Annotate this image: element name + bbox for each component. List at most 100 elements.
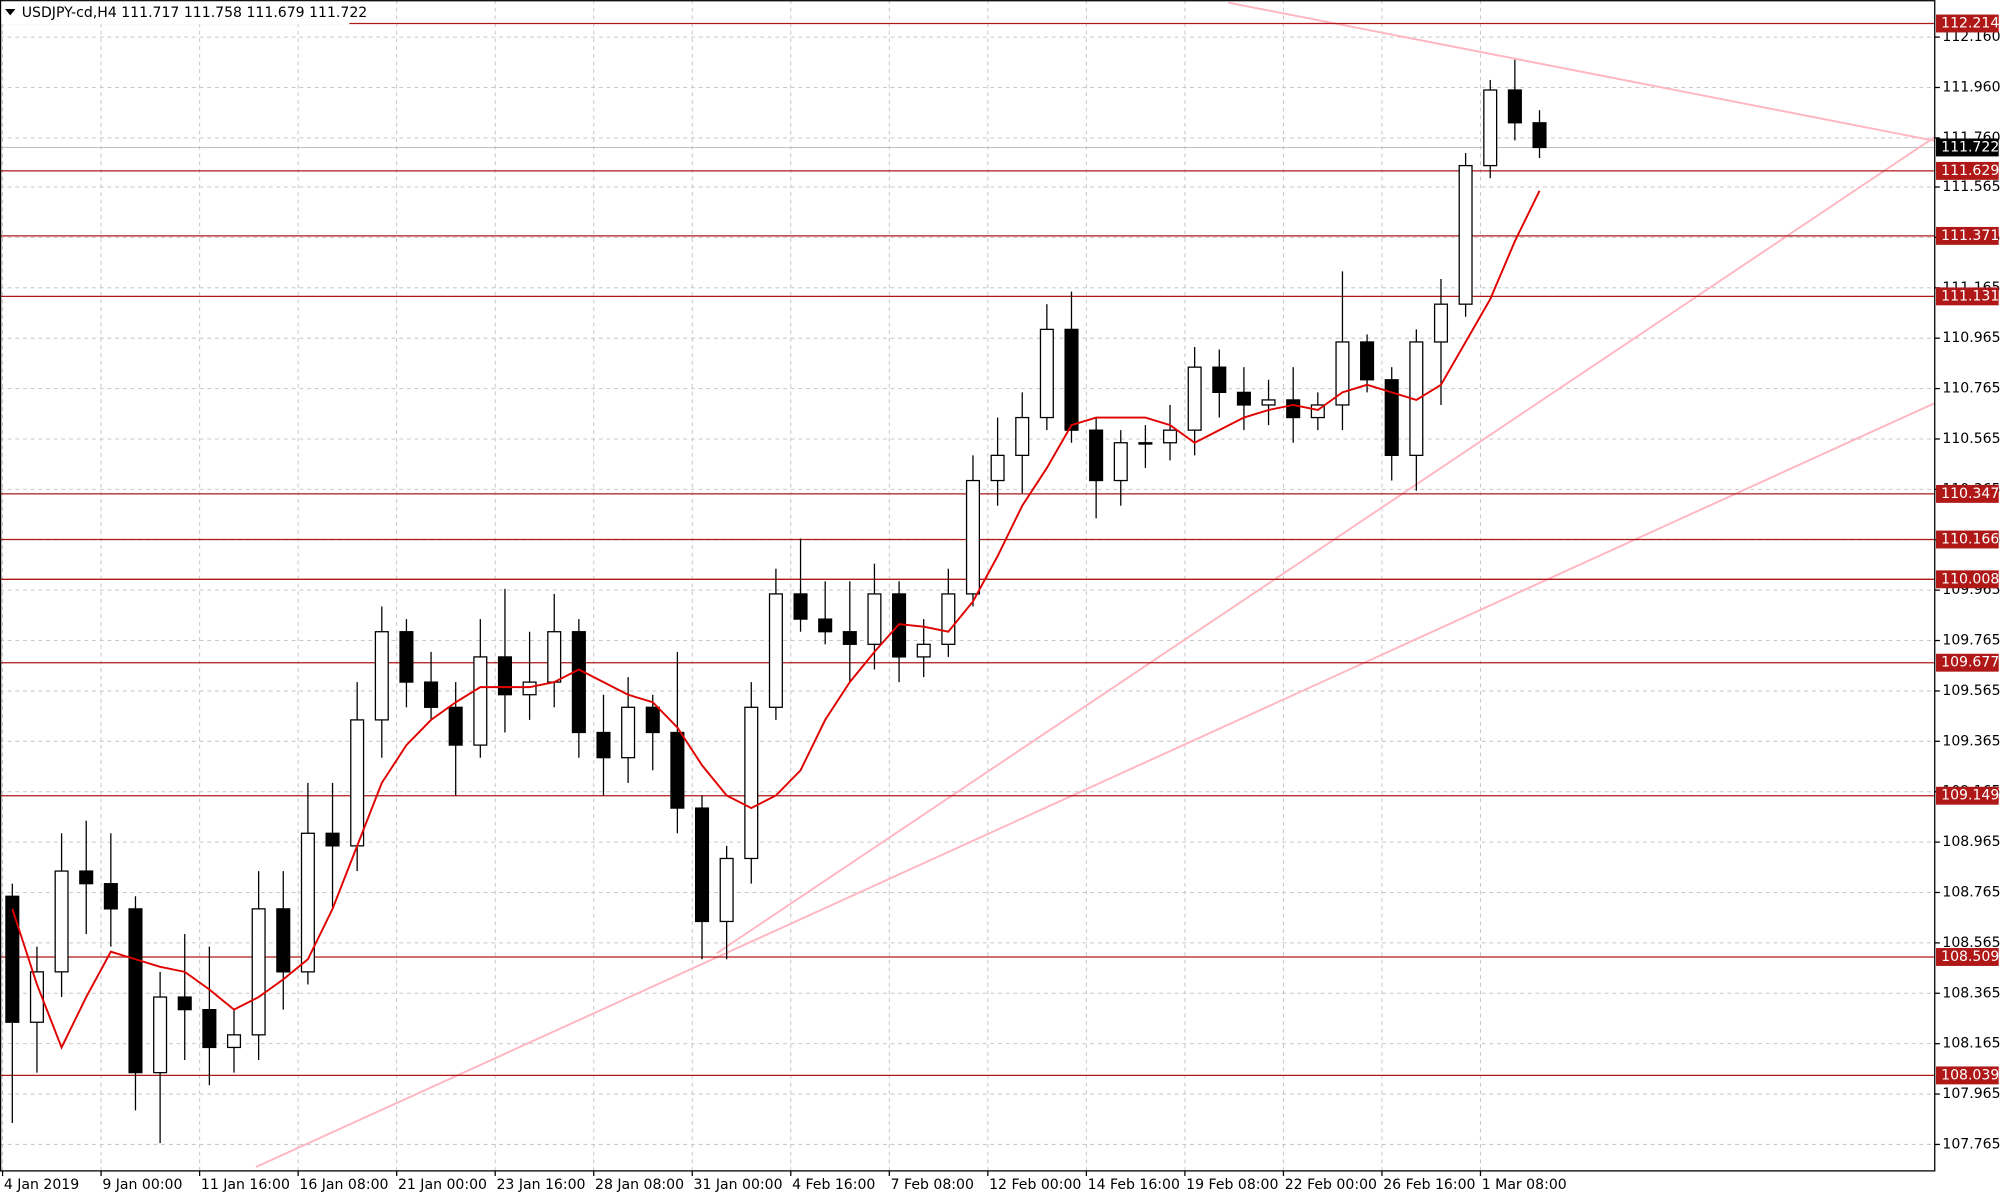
candle-body — [1483, 89, 1498, 167]
candle-body — [1015, 416, 1030, 456]
current-price-label: 111.722 — [1941, 139, 1999, 155]
x-tick-label: 12 Feb 00:00 — [989, 1177, 1081, 1193]
candle-body — [1236, 391, 1251, 406]
candle-body — [1187, 366, 1202, 431]
candle-body — [300, 832, 315, 973]
level-label: 109.149 — [1941, 788, 1999, 804]
y-tick-label: 107.965 — [1942, 1086, 2000, 1102]
y-tick-label: 110.765 — [1942, 381, 2000, 397]
candle-body — [153, 996, 168, 1074]
x-tick-label: 4 Jan 2019 — [4, 1177, 79, 1193]
candle-body — [1089, 429, 1104, 482]
trend-line — [255, 402, 1936, 1168]
y-tick-label: 107.765 — [1942, 1136, 2000, 1152]
candle-body — [1162, 429, 1178, 444]
candle-body — [497, 656, 512, 696]
grid — [0, 0, 1935, 1171]
y-tick-label: 109.365 — [1942, 733, 2000, 749]
level-label: 110.166 — [1941, 532, 1999, 548]
candle-body — [1113, 442, 1128, 482]
candle-body — [522, 681, 537, 696]
x-tick-label: 26 Feb 16:00 — [1383, 1177, 1475, 1193]
x-tick-label: 1 Mar 08:00 — [1482, 1177, 1567, 1193]
plot-border — [0, 0, 1936, 1172]
candle-body — [325, 832, 340, 847]
candle-body — [374, 631, 389, 721]
x-tick-label: 16 Jan 08:00 — [299, 1177, 388, 1193]
x-tick-label: 23 Jan 16:00 — [496, 1177, 585, 1193]
level-label-bg — [1936, 484, 1999, 503]
level-label: 110.347 — [1941, 486, 1999, 502]
candle-body — [842, 631, 857, 645]
y-tick-label: 110.565 — [1942, 431, 2000, 447]
candle-body — [645, 706, 660, 734]
x-tick-label: 9 Jan 00:00 — [102, 1177, 182, 1193]
y-tick-label: 111.565 — [1942, 179, 2000, 195]
header: USDJPY-cd,H4 111.717 111.758 111.679 111… — [1, 1, 367, 25]
candle-body — [694, 807, 710, 923]
current-price-bg — [1936, 138, 1999, 157]
axis: 112.160111.960111.760111.565111.365111.1… — [1, 14, 2000, 1193]
y-tick-label: 108.165 — [1942, 1036, 2000, 1052]
y-tick-label: 108.765 — [1942, 884, 2000, 900]
candle-body — [1532, 122, 1547, 149]
level-label: 108.509 — [1941, 949, 1999, 965]
candle-body — [1335, 341, 1350, 406]
candle-body — [1384, 379, 1399, 456]
level-label-bg — [1936, 570, 1999, 589]
x-tick-label: 21 Jan 00:00 — [398, 1177, 487, 1193]
candle-body — [276, 908, 291, 973]
candle-body — [621, 706, 636, 759]
candle-body — [1507, 89, 1522, 124]
y-tick-label: 108.965 — [1942, 834, 2000, 850]
candle-body — [448, 706, 463, 746]
candle-body — [965, 479, 981, 595]
candle-body — [54, 870, 69, 973]
candle-body — [547, 631, 562, 683]
x-tick-label: 22 Feb 00:00 — [1285, 1177, 1377, 1193]
candle-body — [1286, 399, 1301, 419]
y-tick-label: 109.565 — [1942, 683, 2000, 699]
candle-body — [744, 706, 759, 860]
candle-body — [818, 618, 833, 633]
moving-average — [11, 190, 1541, 1050]
candle-body — [670, 731, 685, 809]
candle-body — [1039, 328, 1054, 419]
candle-body — [29, 971, 44, 1023]
candle-body — [1360, 341, 1375, 381]
candle-body — [202, 1009, 217, 1049]
y-tick-label: 109.765 — [1942, 633, 2000, 649]
candle-body — [1458, 164, 1473, 305]
level-label-bg — [1936, 14, 1999, 33]
candle-body — [1212, 366, 1227, 394]
plot — [5, 59, 1547, 1144]
y-tick-label: 110.965 — [1942, 330, 2000, 346]
x-tick-label: 7 Feb 08:00 — [891, 1177, 974, 1193]
level-label: 110.008 — [1941, 571, 1999, 587]
candle-body — [768, 593, 783, 708]
level-label: 111.371 — [1941, 228, 1999, 244]
y-tick-label: 111.960 — [1942, 79, 2000, 95]
candle-body — [226, 1034, 242, 1049]
candle-body — [424, 681, 439, 708]
candle-body — [867, 593, 882, 645]
candle-body — [1064, 328, 1079, 431]
candle-body — [1138, 442, 1153, 445]
candle-body — [793, 593, 808, 620]
trend-line — [716, 136, 1936, 955]
candle-body — [350, 719, 365, 847]
level-label-bg — [1936, 1066, 1999, 1085]
level-label: 108.039 — [1941, 1067, 1999, 1083]
level-label-bg — [1936, 226, 1999, 245]
candle-body — [251, 908, 266, 1036]
level-label-bg — [1936, 948, 1999, 966]
candle-body — [1261, 399, 1276, 406]
header-arrow — [5, 9, 16, 16]
candle-body — [473, 656, 488, 746]
trend-line — [1228, 1, 1935, 142]
candle-body — [1433, 303, 1449, 343]
x-tick-label: 4 Feb 16:00 — [792, 1177, 875, 1193]
